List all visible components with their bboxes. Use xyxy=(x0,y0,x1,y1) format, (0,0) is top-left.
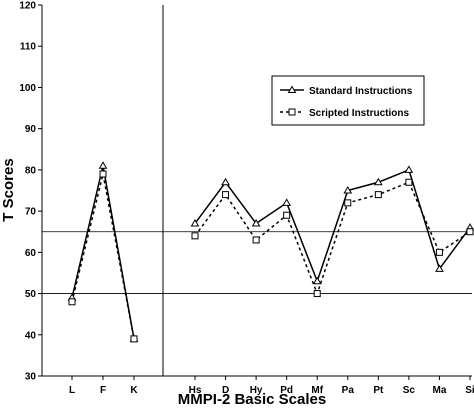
legend-marker-scripted xyxy=(288,108,296,116)
x-tick-label: Sc xyxy=(403,385,416,396)
legend-label-scripted: Scripted Instructions xyxy=(309,108,409,119)
data-point xyxy=(312,276,322,285)
data-point xyxy=(99,170,107,178)
legend-label-standard: Standard Instructions xyxy=(309,86,413,97)
series-scripted xyxy=(68,170,474,343)
data-point xyxy=(373,177,383,186)
x-tick-label: F xyxy=(100,385,106,396)
legend-marker-standard xyxy=(287,85,297,93)
data-point xyxy=(344,199,352,207)
data-point xyxy=(404,165,414,173)
data-point xyxy=(190,218,200,227)
data-point xyxy=(130,335,138,343)
legend-box xyxy=(271,75,425,126)
legend: Standard Instructions Scripted Instructi… xyxy=(271,75,425,126)
series-layer xyxy=(67,161,474,343)
x-tick-label: L xyxy=(69,385,75,396)
data-point xyxy=(435,248,443,256)
y-tick-label: 70 xyxy=(25,207,37,218)
x-tick-label: D xyxy=(222,385,229,396)
y-tick-label: 100 xyxy=(19,83,36,94)
x-axis: L F K Hs D Hy Pd Mf Pa Pt Sc Ma Si xyxy=(69,376,474,396)
y-tick-label: 30 xyxy=(25,372,37,383)
data-point xyxy=(251,218,261,227)
data-point xyxy=(282,198,292,206)
x-axis-title: MMPI-2 Basic Scales xyxy=(178,391,326,408)
series-line xyxy=(71,173,135,340)
data-point xyxy=(68,298,76,306)
data-point xyxy=(374,191,382,199)
data-point xyxy=(343,186,353,194)
series-standard xyxy=(67,161,474,342)
x-tick-label: Ma xyxy=(432,385,446,396)
y-axis-title: T Scores xyxy=(0,158,17,221)
x-tick-label: K xyxy=(130,385,138,396)
series-line xyxy=(71,165,135,340)
data-point xyxy=(222,191,230,199)
x-tick-label: Pt xyxy=(373,385,384,396)
y-tick-label: 80 xyxy=(25,165,37,176)
x-tick-label: Pa xyxy=(342,385,355,396)
data-point xyxy=(191,232,199,240)
data-point xyxy=(313,290,321,298)
y-tick-label: 110 xyxy=(20,42,37,53)
x-tick-label: Hy xyxy=(250,385,263,396)
data-point xyxy=(466,228,474,236)
data-point xyxy=(221,177,230,186)
series-line xyxy=(194,168,471,284)
data-point xyxy=(405,178,413,186)
plot-frame xyxy=(41,5,472,377)
x-tick-label: Si xyxy=(465,385,474,396)
x-tick-label: Hs xyxy=(189,385,202,396)
series-line xyxy=(194,181,471,296)
y-tick-label: 40 xyxy=(25,330,37,341)
y-tick-label: 50 xyxy=(25,289,37,300)
y-tick-label: 120 xyxy=(19,1,36,12)
x-tick-label: Pd xyxy=(280,385,293,396)
x-tick-label: Mf xyxy=(311,385,323,396)
y-tick-label: 90 xyxy=(25,124,37,135)
data-point xyxy=(252,236,260,244)
data-point xyxy=(435,264,444,272)
data-point xyxy=(98,161,108,169)
data-point xyxy=(283,211,291,219)
y-axis: 30 40 50 60 70 80 90 100 110 120 xyxy=(19,1,42,383)
y-tick-label: 60 xyxy=(25,248,37,259)
reference-lines xyxy=(42,231,472,294)
